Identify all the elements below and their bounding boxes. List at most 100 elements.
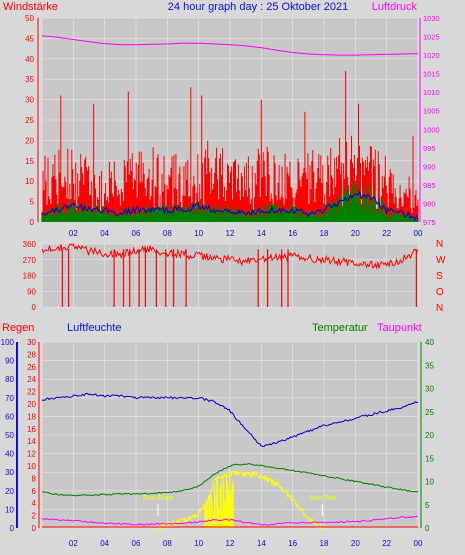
humidity-axis-tick-label: 80: [5, 375, 14, 384]
rain-axis-tick-label: 22: [27, 388, 36, 397]
rain-axis-tick-label: 14: [27, 437, 36, 446]
pressure-axis-tick-label: 985: [423, 181, 436, 190]
x-tick-label: 08: [163, 539, 172, 548]
compass-label: O: [436, 287, 444, 298]
x-tick-label: 06: [132, 229, 141, 238]
humidity-axis-tick-label: 50: [5, 431, 14, 440]
pressure-series: [41, 35, 418, 56]
wind-gust-series: [41, 180, 419, 222]
rain-axis-tick-label: 18: [27, 412, 36, 421]
x-tick-label: 22: [382, 229, 391, 238]
wind-axis-tick-label: 0: [30, 218, 35, 227]
x-tick-label: 18: [320, 229, 329, 238]
x-tick-label: 00: [414, 229, 423, 238]
humidity-axis-tick-label: 70: [5, 394, 14, 403]
temperature-axis-tick-label: 0: [425, 524, 430, 533]
wind-axis-tick-label: 45: [25, 34, 34, 43]
humidity-axis-tick-label: 60: [5, 412, 14, 421]
x-tick-label: 02: [69, 229, 78, 238]
x-tick-label: 08: [163, 229, 172, 238]
climate-header: Regen Luftfeuchte Temperatur Taupunkt: [2, 322, 422, 334]
rain-axis-tick-label: 24: [27, 375, 36, 384]
rain-axis-tick-label: 26: [27, 363, 36, 372]
rain-header: Regen: [2, 322, 34, 334]
temperature-axis-tick-label: 30: [425, 385, 434, 394]
x-tick-label: 20: [351, 539, 360, 548]
wind-strength-header: Windstärke: [3, 1, 58, 13]
x-tick-label: 12: [226, 539, 235, 548]
x-tick-label: 16: [288, 229, 297, 238]
x-tick-label: 18: [320, 539, 329, 548]
x-tick-label: 20: [351, 229, 360, 238]
wind-axis-tick-label: 20: [25, 136, 34, 145]
humidity-axis-tick-label: 100: [1, 338, 15, 347]
direction-axis-tick-label: 180: [23, 272, 37, 281]
pressure-header: Luftdruck: [372, 1, 418, 13]
x-tick-label: 14: [257, 539, 266, 548]
pressure-axis-tick-label: 1030: [423, 14, 440, 23]
wind-direction-series: [41, 243, 419, 270]
temperature-axis-tick-label: 35: [425, 361, 434, 370]
pressure-axis-tick-label: 975: [423, 218, 436, 227]
rain-axis-tick-label: 0: [32, 524, 37, 533]
x-tick-label: 22: [382, 539, 391, 548]
wind-pressure-panel: 0510152025303540455097598098599099510001…: [25, 14, 440, 238]
solar-series: [157, 470, 323, 532]
wind-axis-tick-label: 40: [25, 55, 34, 64]
rain-axis-tick-label: 2: [32, 512, 37, 521]
humidity-axis-tick-label: 90: [5, 357, 14, 366]
x-tick-label: 04: [100, 539, 109, 548]
wind-average-series: [41, 190, 419, 222]
temperature-axis-tick-label: 5: [425, 501, 430, 510]
sun-marker-label: Sun Rise: [143, 493, 173, 502]
pressure-axis-tick-label: 1020: [423, 51, 440, 60]
pressure-axis-tick-label: 1010: [423, 88, 440, 97]
wind-direction-dropouts: [61, 249, 417, 307]
temperature-series: [41, 463, 419, 497]
direction-axis-tick-label: 90: [27, 287, 36, 296]
compass-label: S: [436, 271, 443, 282]
humidity-series: [41, 392, 419, 448]
humidity-axis-tick-label: 10: [5, 505, 14, 514]
humidity-axis-tick-label: 20: [5, 487, 14, 496]
x-tick-label: 10: [194, 539, 203, 548]
humidity-axis-tick-label: 40: [5, 450, 14, 459]
rain-axis-tick-label: 4: [32, 499, 37, 508]
dewpoint-series: [41, 515, 419, 526]
temperature-axis-tick-label: 15: [425, 454, 434, 463]
direction-axis-tick-label: 360: [23, 240, 37, 249]
temperature-axis-tick-label: 40: [425, 338, 434, 347]
pressure-axis-tick-label: 995: [423, 144, 436, 153]
compass-label: N: [436, 303, 443, 314]
x-tick-label: 14: [257, 229, 266, 238]
x-tick-label: 16: [288, 539, 297, 548]
pressure-axis-tick-label: 990: [423, 162, 436, 171]
humidity-axis-tick-label: 30: [5, 468, 14, 477]
page-title: 24 hour graph day : 25 Oktober 2021: [168, 1, 348, 13]
pressure-axis-tick-label: 1025: [423, 33, 440, 42]
x-tick-label: 12: [226, 229, 235, 238]
pressure-axis-tick-label: 1005: [423, 107, 440, 116]
x-tick-label: 02: [69, 539, 78, 548]
rain-axis-tick-label: 28: [27, 350, 36, 359]
wind-axis-tick-label: 5: [30, 198, 35, 207]
temperature-axis-tick-label: 10: [425, 478, 434, 487]
rain-axis-tick-label: 6: [32, 487, 37, 496]
rain-axis-tick-label: 30: [27, 338, 36, 347]
wind-axis-tick-label: 15: [25, 157, 34, 166]
climate-panel: 0102030405060708090100024681012141618202…: [1, 338, 435, 548]
direction-axis-tick-label: 0: [32, 303, 37, 312]
temperature-header: Temperatur: [312, 322, 368, 334]
wind-axis-tick-label: 35: [25, 75, 34, 84]
rain-axis-tick-label: 16: [27, 425, 36, 434]
direction-axis-tick-label: 270: [23, 256, 37, 265]
wind-axis-tick-label: 30: [25, 96, 34, 105]
rain-axis-tick-label: 20: [27, 400, 36, 409]
rain-axis-tick-label: 10: [27, 462, 36, 471]
x-tick-label: 10: [194, 229, 203, 238]
humidity-header: Luftfeuchte: [67, 322, 121, 334]
wind-axis-tick-label: 10: [25, 177, 34, 186]
pressure-axis-tick-label: 1015: [423, 70, 440, 79]
